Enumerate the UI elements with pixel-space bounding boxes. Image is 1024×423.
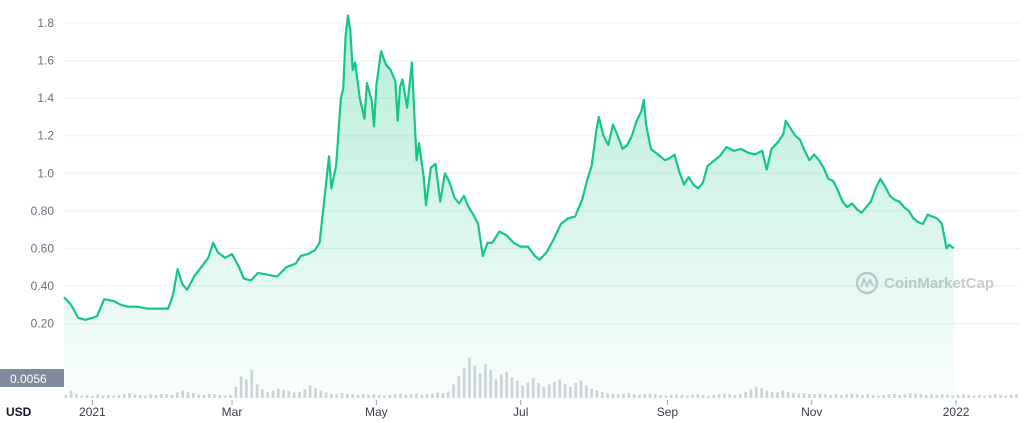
volume-bar — [967, 394, 971, 398]
volume-bar — [983, 395, 986, 398]
x-tick-label: Nov — [801, 405, 822, 419]
current-price-badge: 0.0056 — [0, 369, 64, 387]
price-line — [63, 14, 955, 321]
x-tick-label: 2022 — [943, 405, 970, 419]
x-tick-label: Jul — [513, 405, 528, 419]
volume-bar — [988, 394, 992, 398]
y-tick-label: 0.60 — [31, 241, 55, 255]
currency-label: USD — [6, 405, 32, 419]
volume-bar — [978, 394, 981, 398]
y-tick-label: 1.4 — [37, 91, 54, 105]
y-tick-label: 1.0 — [37, 166, 54, 180]
current-price-label: 0.0056 — [10, 372, 47, 386]
volume-bar — [993, 394, 997, 398]
volume-bar — [1009, 394, 1013, 398]
y-tick-label: 0.80 — [31, 204, 55, 218]
x-tick-label: 2021 — [79, 405, 106, 419]
price-area — [64, 15, 954, 400]
volume-bar — [962, 394, 965, 398]
y-tick-label: 1.2 — [37, 129, 54, 143]
y-tick-label: 1.6 — [37, 54, 54, 68]
volume-bar — [956, 394, 960, 398]
volume-bar — [1004, 395, 1008, 398]
x-axis: 2021 Mar May Jul Sep Nov 2022 — [79, 400, 970, 419]
x-tick-label: May — [365, 405, 388, 419]
volume-bar — [999, 394, 1002, 398]
volume-bar — [1015, 394, 1018, 398]
y-tick-label: 0.20 — [31, 317, 55, 331]
x-tick-label: Mar — [222, 405, 243, 419]
y-tick-label: 1.8 — [37, 16, 54, 30]
y-axis: 0.20 0.40 0.60 0.80 1.0 1.2 1.4 1.6 1.8 — [31, 16, 55, 331]
x-tick-label: Sep — [657, 405, 679, 419]
y-tick-label: 0.40 — [31, 279, 55, 293]
volume-bar — [972, 395, 976, 398]
